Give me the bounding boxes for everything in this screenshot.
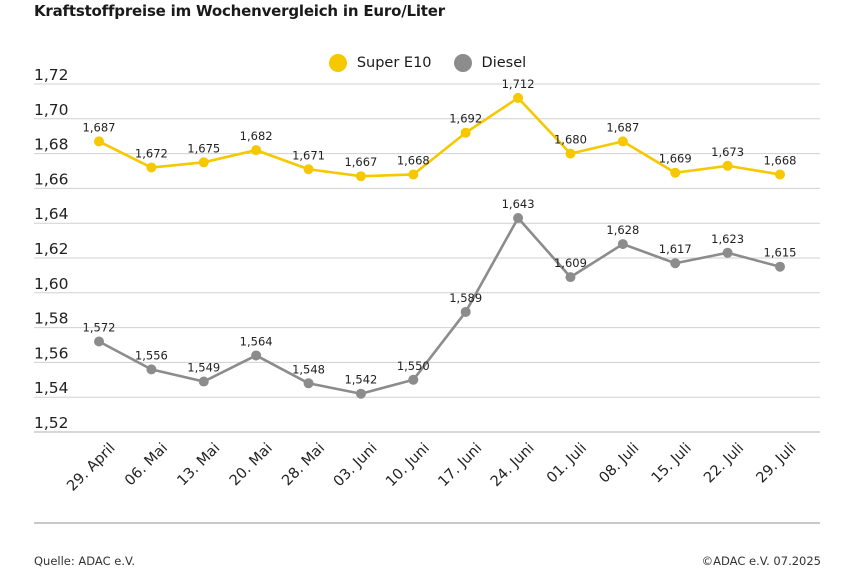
data-point [565,148,576,159]
data-point [617,136,628,147]
y-tick-label: 1,62 [34,240,69,258]
x-tick-label: 22. Juli [701,440,747,486]
y-tick-label: 1,70 [34,101,69,119]
data-point [251,145,262,156]
data-label: 1,643 [502,197,535,211]
data-label: 1,682 [240,129,273,143]
data-label: 1,672 [135,147,168,161]
data-label: 1,675 [187,141,220,155]
data-point [460,127,471,138]
x-tick-label: 03. Juni [331,440,381,490]
x-tick-label: 06. Mai [122,440,171,489]
copyright-note: ©ADAC e.V. 07.2025 [701,554,821,568]
data-point [94,336,104,347]
x-tick-label: 29. April [64,440,118,494]
x-tick-label: 10. Juni [383,440,433,490]
data-label: 1,687 [606,120,639,134]
legend-swatch-diesel [453,54,472,72]
data-point [617,239,628,250]
data-point [408,169,419,180]
data-label: 1,628 [606,223,639,237]
x-tick-label: 01. Juli [544,440,590,486]
data-point [775,169,785,180]
y-tick-label: 1,68 [34,136,69,154]
data-label: 1,669 [659,152,692,166]
data-point [670,167,681,178]
data-point [722,160,733,171]
data-point [460,306,471,317]
x-tick-label: 24. Juni [488,440,538,490]
data-point [355,171,366,182]
data-point [408,374,419,385]
y-tick-label: 1,54 [34,379,69,397]
data-label: 1,617 [659,242,692,256]
data-label: 1,712 [502,77,535,91]
series-line-super-e10 [98,96,781,178]
data-label: 1,668 [764,153,797,167]
data-label: 1,615 [764,246,797,260]
data-point [565,272,576,283]
data-point [94,136,104,147]
y-tick-label: 1,60 [34,275,69,293]
x-tick-label: 13. Mai [175,440,224,489]
source-note: Quelle: ADAC e.V. [34,554,136,568]
data-label: 1,609 [554,256,587,270]
y-tick-label: 1,72 [34,66,69,84]
y-tick-label: 1,64 [34,205,69,223]
data-label: 1,542 [344,373,377,387]
x-tick-label: 08. Juli [596,440,642,486]
y-tick-label: 1,56 [34,344,69,362]
data-point [513,212,524,223]
data-point [146,364,157,375]
data-label: 1,564 [240,334,273,348]
data-point [198,157,209,168]
data-point [251,350,262,361]
data-point [146,162,157,173]
data-label: 1,668 [397,153,430,167]
legend-item-super-e10: Super E10 [328,54,432,72]
x-tick-label: 17. Juni [436,440,486,490]
legend-item-diesel: Diesel [453,54,527,72]
data-point [722,247,733,258]
y-tick-label: 1,52 [34,414,69,432]
data-point [355,388,366,399]
x-tick-label: 15. Juli [649,440,695,486]
data-label: 1,548 [292,362,325,376]
x-tick-label: 20. Mai [227,440,276,489]
x-tick-label: 29. Juli [754,440,800,486]
data-label: 1,673 [711,145,744,159]
y-tick-label: 1,66 [34,170,69,188]
data-label: 1,589 [449,291,482,305]
data-point [775,261,785,272]
data-label: 1,549 [187,361,220,375]
data-point [513,92,524,103]
data-label: 1,667 [344,155,377,169]
data-point [303,164,314,175]
data-label: 1,572 [83,321,116,335]
legend-swatch-super-e10 [328,54,347,72]
data-label: 1,687 [83,120,116,134]
data-label: 1,680 [554,133,587,147]
legend-label-diesel: Diesel [481,55,527,71]
data-label: 1,623 [711,232,744,246]
data-point [198,376,209,387]
data-label: 1,692 [449,112,482,126]
x-tick-label: 28. Mai [279,440,328,489]
series-line-diesel [98,216,781,396]
data-label: 1,550 [397,359,430,373]
legend-label-super-e10: Super E10 [356,55,432,71]
data-label: 1,556 [135,348,168,362]
data-point [670,258,681,269]
data-label: 1,671 [292,148,325,162]
y-tick-label: 1,58 [34,310,69,328]
chart-title: Kraftstoffpreise im Wochenvergleich in E… [34,2,445,20]
legend: Super E10 Diesel [0,54,855,72]
data-point [303,378,314,389]
